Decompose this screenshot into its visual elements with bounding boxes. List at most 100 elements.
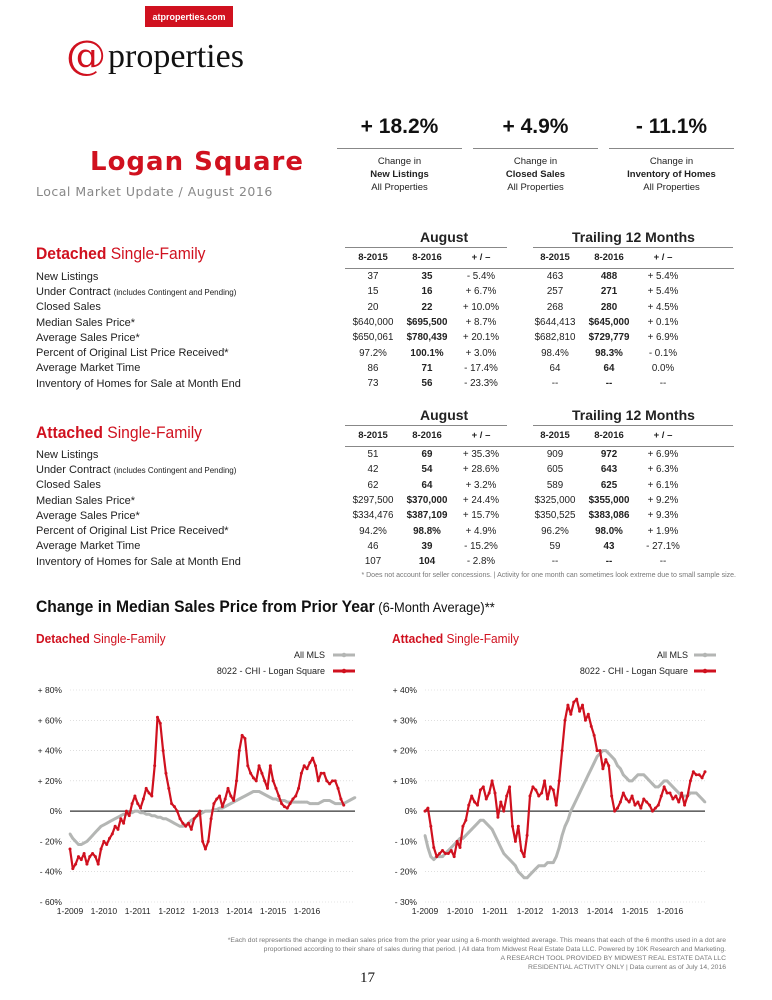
data-point (283, 799, 286, 802)
metric-cell: -- (551, 556, 559, 568)
data-point (178, 817, 182, 821)
column-header: + / – (653, 429, 673, 441)
data-point (82, 841, 86, 845)
table-row: Median Sales Price* $640,000 $695,500 + 8.7… (36, 315, 690, 330)
column-gap (508, 345, 528, 360)
data-point (102, 823, 106, 827)
metric-cell: 97.2% (359, 347, 387, 359)
data-point (613, 809, 617, 813)
data-point (473, 800, 477, 804)
column-gap (508, 245, 528, 269)
stat-new-listings-caption: Change in New Listings All Properties (370, 156, 429, 193)
data-point (452, 855, 456, 859)
data-point (201, 839, 205, 843)
data-point (601, 767, 605, 771)
data-point (130, 811, 134, 814)
data-point (508, 785, 512, 789)
metric-cell: 64 (603, 362, 615, 374)
data-point (592, 733, 596, 737)
attached-legend-logan-square: 8022 - CHI - Logan Square (579, 666, 688, 676)
data-point (127, 814, 131, 818)
data-point (659, 794, 663, 798)
data-point (342, 803, 346, 807)
data-point (487, 791, 491, 795)
data-point (423, 809, 427, 813)
metric-label: Inventory of Homes for Sale at Month End (36, 377, 241, 390)
data-point (624, 797, 628, 801)
data-point (305, 767, 309, 771)
table-row: Percent of Original List Price Received*… (36, 345, 690, 360)
data-point (300, 800, 303, 804)
data-point (122, 821, 126, 825)
data-point (656, 803, 660, 807)
metric-cell: -- (551, 378, 559, 390)
data-point (429, 855, 433, 858)
data-point (563, 824, 567, 828)
y-tick-label: - 40% (40, 867, 63, 877)
x-tick-label: 1-2014 (226, 906, 253, 916)
data-point (464, 834, 468, 837)
metric-label: Average Sales Price* (36, 331, 140, 344)
data-point (317, 802, 320, 805)
data-point (452, 843, 456, 846)
data-point (164, 817, 168, 821)
metric-cell: 59 (549, 540, 561, 552)
data-point (505, 855, 508, 858)
data-point (528, 794, 532, 798)
data-point (111, 818, 114, 822)
column-header: + / – (471, 429, 491, 441)
metric-cell: + 0.1% (647, 317, 679, 329)
data-point (223, 805, 227, 808)
metric-cell: 257 (546, 286, 564, 298)
data-point (161, 817, 165, 821)
data-point (543, 864, 546, 867)
metric-cell: + 8.7% (465, 317, 497, 329)
data-point (271, 779, 275, 783)
data-point (311, 756, 315, 760)
data-point (333, 802, 337, 805)
site-url-badge[interactable]: atproperties.com (145, 6, 233, 27)
metric-cell: + 5.4% (647, 286, 679, 298)
data-point (575, 697, 579, 701)
data-point (330, 779, 334, 783)
data-point (195, 814, 199, 818)
metric-cell: + 24.4% (462, 495, 500, 507)
data-point (297, 800, 300, 804)
data-point (158, 815, 162, 819)
data-point (240, 733, 244, 737)
data-point (218, 794, 222, 798)
y-tick-label: + 60% (38, 715, 63, 725)
data-point (88, 837, 92, 840)
x-tick-label: 1-2014 (587, 906, 614, 916)
data-point (633, 803, 637, 807)
data-point (155, 715, 159, 719)
data-point (170, 820, 173, 824)
data-point (487, 824, 491, 828)
data-point (522, 855, 526, 859)
table-row: Inventory of Homes for Sale at Month End… (36, 376, 690, 391)
data-point (77, 843, 80, 846)
attached-price-change-chart: - 30% - 20% - 10% 0% + 10% + 20% + 30% + 40% 1-2… (393, 685, 707, 916)
legend-swatch-all-mls-icon (694, 652, 716, 658)
data-point (592, 761, 596, 764)
data-point (665, 779, 669, 783)
data-point (636, 800, 640, 804)
data-point (662, 779, 666, 783)
metric-cell: 488 (600, 271, 618, 283)
data-point (481, 785, 485, 789)
change-section-title: Change in Median Sales Price from Prior … (36, 597, 495, 616)
table-footnote: * Does not account for seller concession… (361, 572, 736, 579)
table-row: Under Contract (includes Contingent and … (36, 284, 690, 299)
data-point (522, 876, 526, 880)
metric-cell: 98.4% (541, 347, 569, 359)
metric-label: Under Contract (includes Contingent and … (36, 463, 237, 476)
metric-label: Percent of Original List Price Received* (36, 525, 229, 538)
metric-label: Average Sales Price* (36, 509, 140, 522)
metric-cell: + 15.7% (462, 510, 500, 522)
data-point (642, 797, 646, 801)
data-point (198, 809, 202, 813)
data-point (464, 818, 468, 822)
data-point (71, 837, 75, 840)
page-number: 17 (360, 970, 375, 986)
data-point (175, 809, 179, 813)
